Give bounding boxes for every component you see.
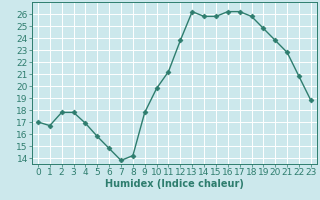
X-axis label: Humidex (Indice chaleur): Humidex (Indice chaleur) xyxy=(105,179,244,189)
